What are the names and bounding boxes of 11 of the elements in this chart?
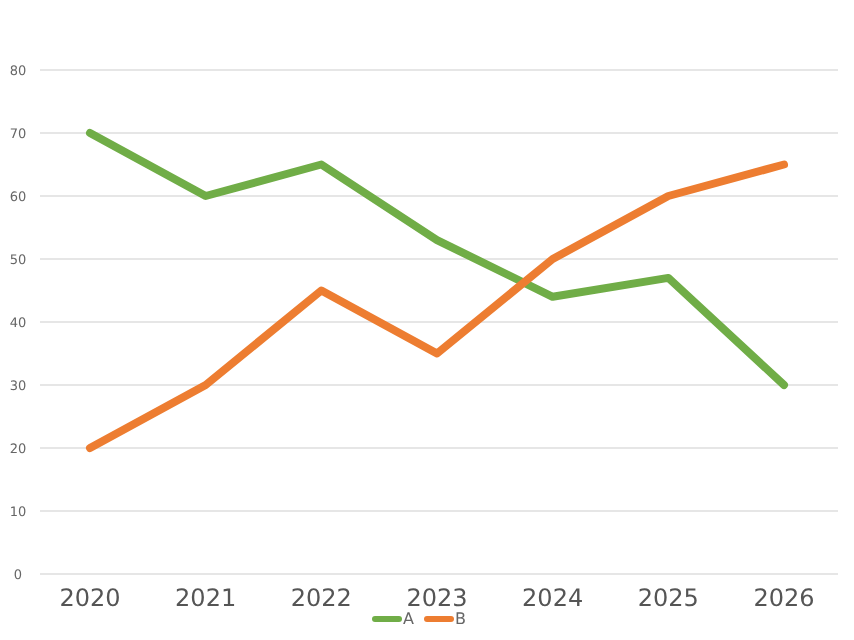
x-tick-label: 2023 (406, 584, 468, 612)
x-tick-label: 2024 (522, 584, 584, 612)
x-tick-label: 2020 (59, 584, 121, 612)
line-series (86, 160, 788, 452)
x-tick-label: 2021 (175, 584, 237, 612)
line-series (86, 129, 788, 389)
legend-label: B (455, 610, 466, 628)
x-tick-label: 2025 (637, 584, 699, 612)
x-tick-label: 2022 (290, 584, 352, 612)
legend-label: A (403, 610, 415, 628)
x-tick-label: 2026 (753, 584, 815, 612)
